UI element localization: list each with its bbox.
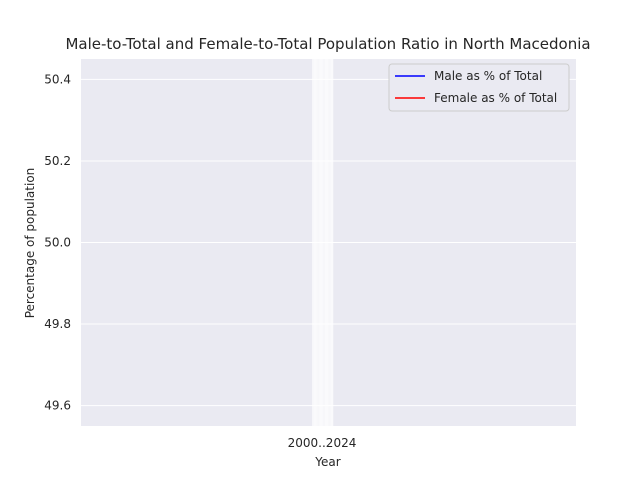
y-tick-label: 49.8 <box>44 317 71 331</box>
y-tick-label: 50.2 <box>44 154 71 168</box>
legend: Male as % of Total Female as % of Total <box>388 63 570 112</box>
y-tick-labels: 49.6 49.8 50.0 50.2 50.4 <box>44 72 71 412</box>
y-tick-label: 50.0 <box>44 236 71 250</box>
chart-title: Male-to-Total and Female-to-Total Popula… <box>65 35 590 53</box>
gridlines <box>81 59 576 426</box>
y-axis-label: Percentage of population <box>23 168 37 319</box>
legend-label-female: Female as % of Total <box>434 91 557 105</box>
y-tick-label: 50.4 <box>44 72 71 86</box>
legend-box <box>388 63 570 112</box>
x-tick-labels: 2000..2024 <box>288 436 357 450</box>
x-axis-label: Year <box>314 455 340 469</box>
legend-label-male: Male as % of Total <box>434 69 542 83</box>
y-tick-label: 49.6 <box>44 399 71 413</box>
